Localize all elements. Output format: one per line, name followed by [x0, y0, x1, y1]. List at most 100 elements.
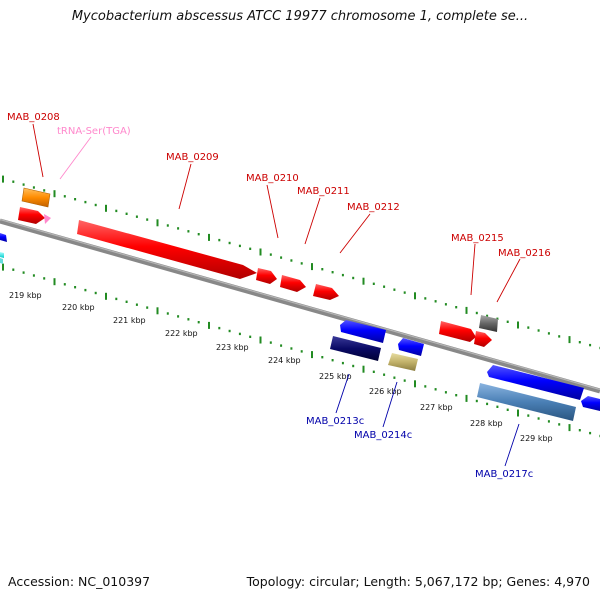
gene-arrow-MAB_0214c-a — [398, 338, 424, 356]
lower-scale-tick — [558, 423, 561, 426]
accession-text: Accession: NC_010397 — [8, 574, 151, 589]
callout-line-MAB_0216 — [496, 258, 521, 303]
upper-scale-tick — [434, 300, 437, 303]
gene-label[interactable]: MAB_0212 — [347, 202, 400, 213]
upper-tick-track — [2, 175, 600, 350]
lower-scale-tick — [341, 361, 344, 365]
callout-line-MAB_0212 — [339, 213, 371, 254]
gene-label[interactable]: MAB_0208 — [7, 112, 60, 123]
lower-scale-tick — [228, 329, 231, 333]
lower-scale-tick — [238, 332, 241, 336]
upper-scale-tick — [43, 189, 46, 192]
upper-scale-tick — [187, 230, 190, 233]
upper-scale-tick — [527, 326, 530, 329]
ruler-label: 227 kbp — [420, 403, 453, 412]
lower-scale-tick — [352, 364, 355, 368]
lower-scale-tick — [517, 409, 519, 417]
lower-scale-tick — [403, 379, 406, 382]
lower-scale-tick — [321, 356, 324, 359]
gene-label[interactable]: tRNA-Ser(TGA) — [57, 126, 131, 137]
gene-label[interactable]: MAB_0209 — [166, 152, 219, 163]
lower-scale-tick — [74, 286, 77, 289]
lower-scale-tick — [465, 394, 468, 402]
upper-scale-tick — [63, 195, 66, 198]
upper-scale-tick — [300, 262, 303, 265]
upper-scale-tick — [496, 317, 499, 320]
upper-scale-tick — [475, 311, 478, 315]
callout-line-trna — [59, 136, 92, 180]
gene-arrow-MAB_0214c — [388, 353, 418, 371]
upper-scale-tick — [414, 292, 416, 300]
lower-scale-tick — [537, 417, 540, 420]
lower-scale-tick — [84, 288, 87, 292]
lower-scale-tick — [455, 394, 458, 397]
upper-scale-tick — [249, 247, 252, 250]
upper-scale-tick — [2, 175, 4, 183]
upper-scale-tick — [238, 244, 241, 248]
upper-scale-tick — [12, 180, 15, 183]
lower-scale-tick — [94, 291, 97, 295]
ruler-label: 225 kbp — [319, 372, 352, 381]
ruler-label: 229 kbp — [520, 434, 553, 443]
gene-label[interactable]: MAB_0210 — [246, 173, 299, 184]
upper-scale-tick — [393, 288, 396, 291]
lower-scale-tick — [43, 277, 46, 280]
lower-scale-tick — [383, 373, 386, 376]
upper-scale-tick — [547, 332, 550, 335]
gene-arrow-MAB_0213c — [330, 336, 381, 361]
partial-gene-left-blue — [0, 233, 7, 242]
callout-line-MAB_0215 — [470, 243, 476, 296]
gene-labels: MAB_0208 tRNA-Ser(TGA) MAB_0209 MAB_0210… — [7, 112, 551, 480]
gene-arrow-MAB_0215 — [439, 321, 476, 342]
lower-scale-tick — [105, 292, 107, 300]
ruler-label: 224 kbp — [268, 356, 301, 365]
gene-label[interactable]: MAB_0211 — [297, 186, 350, 197]
lower-scale-tick — [53, 278, 56, 286]
lower-scale-tick — [331, 359, 334, 362]
gene-arrow-MAB_0211 — [280, 275, 306, 292]
lower-scale-tick — [506, 408, 509, 411]
upper-scale-tick — [537, 329, 540, 332]
upper-scale-tick — [383, 285, 386, 288]
upper-scale-tick — [156, 219, 159, 227]
upper-scale-tick — [444, 303, 447, 306]
gene-label[interactable]: MAB_0215 — [451, 233, 504, 244]
gene-arrow-MAB_0212 — [313, 284, 339, 300]
upper-scale-tick — [197, 233, 200, 236]
gene-label[interactable]: MAB_0213c — [306, 416, 364, 427]
lower-scale-tick — [300, 350, 303, 353]
lower-scale-tick — [218, 326, 221, 330]
lower-scale-tick — [197, 321, 200, 324]
lower-scale-tick — [372, 370, 375, 373]
callout-line-MAB_0210 — [266, 184, 279, 239]
upper-scale-tick — [146, 218, 149, 221]
lower-scale-tick — [269, 341, 272, 344]
upper-scale-tick — [372, 282, 375, 285]
ruler-labels: 219 kbp 220 kbp 221 kbp 222 kbp 223 kbp … — [9, 291, 553, 443]
gene-arrow-MAB_0208-orange — [21, 187, 51, 208]
ruler-label: 226 kbp — [369, 387, 402, 396]
upper-scale-tick — [259, 248, 262, 256]
gene-arrow-MAB_0213c-a — [340, 320, 386, 343]
gene-label[interactable]: MAB_0216 — [498, 248, 551, 259]
upper-scale-tick — [568, 336, 571, 344]
upper-scale-tick — [341, 273, 344, 277]
lower-scale-tick — [290, 347, 293, 350]
upper-scale-tick — [208, 233, 210, 241]
upper-scale-tick — [228, 241, 231, 245]
gene-label[interactable]: MAB_0214c — [354, 430, 412, 441]
lower-scale-tick — [2, 263, 4, 271]
summary-text: Topology: circular; Length: 5,067,172 bp… — [246, 574, 590, 589]
callout-line-MAB_0208 — [32, 123, 44, 178]
map-title: Mycobacterium abscessus ATCC 19977 chrom… — [71, 9, 529, 24]
gene-arrow-MAB_0209 — [77, 220, 257, 279]
upper-scale-tick — [486, 314, 489, 318]
upper-scale-tick — [558, 335, 561, 338]
ruler-label: 220 kbp — [62, 303, 95, 312]
gene-label[interactable]: MAB_0217c — [475, 469, 533, 480]
gene-arrow-MAB_0210 — [256, 268, 277, 284]
upper-scale-tick — [280, 256, 283, 259]
ruler-label: 219 kbp — [9, 291, 42, 300]
upper-scale-tick — [311, 263, 313, 271]
